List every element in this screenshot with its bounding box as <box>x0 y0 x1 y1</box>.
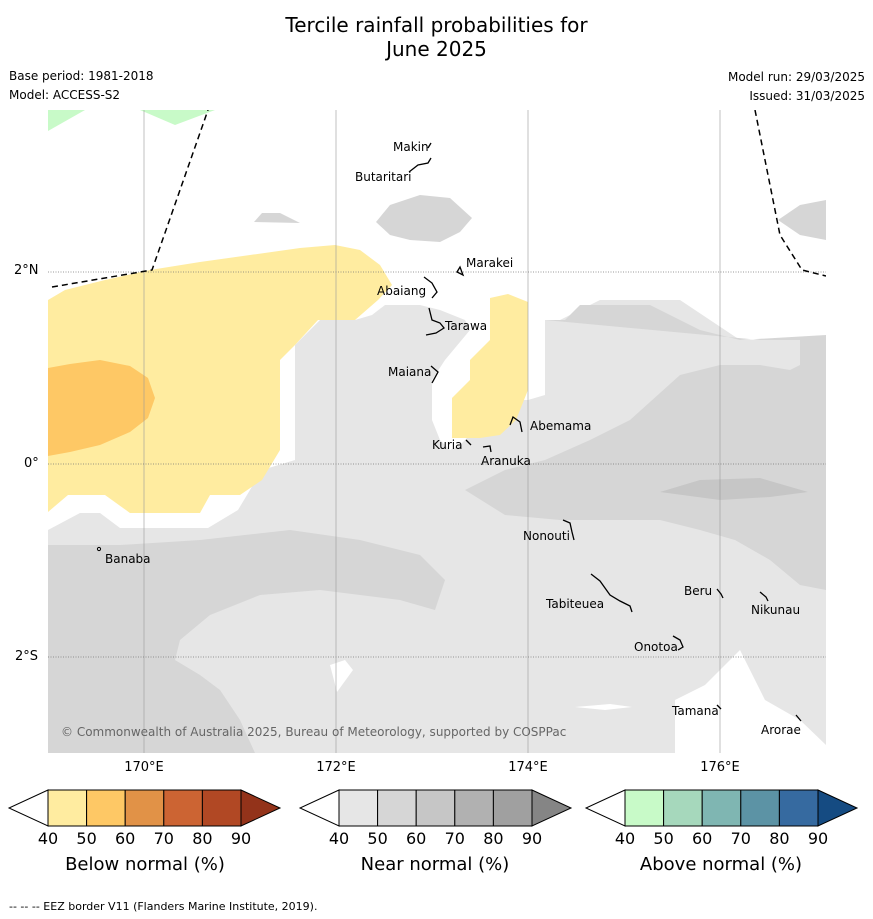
title-line-2: June 2025 <box>386 37 487 61</box>
makin-island <box>427 142 432 149</box>
cb-below-tick: 40 <box>37 829 59 848</box>
cb-below-tick: 90 <box>230 829 252 848</box>
island-label: Tabiteuea <box>545 597 604 611</box>
island-label: Butaritari <box>355 170 412 184</box>
island-label: Abaiang <box>377 284 426 298</box>
eez-border-east <box>754 110 826 277</box>
lon-label-176e: 176°E <box>700 760 740 775</box>
kuria-island <box>465 439 472 446</box>
near-normal-top-2 <box>254 213 300 223</box>
model-name: Model: ACCESS-S2 <box>9 88 121 102</box>
island-label: Makin <box>393 140 429 154</box>
island-label: Nonouti <box>523 529 570 543</box>
cb-below-tick: 60 <box>115 829 136 848</box>
below-normal-40 <box>48 245 392 513</box>
footer-note: -- -- -- EEZ border V11 (Flanders Marine… <box>9 900 318 913</box>
butaritari-island <box>408 157 432 173</box>
white-gap-4 <box>575 704 632 710</box>
white-gap-2 <box>675 650 826 753</box>
lat-label-0: 0° <box>24 456 39 471</box>
cb-above-tick: 60 <box>692 829 713 848</box>
near-normal-50-east <box>465 305 826 590</box>
cb-above-tick: 70 <box>730 829 751 848</box>
marakei-island <box>456 265 465 277</box>
island-labels: Makin Butaritari Marakei Abaiang Tarawa … <box>105 140 801 737</box>
colorbar-below <box>7 789 282 827</box>
nikunau-island <box>759 591 769 602</box>
island-label: Beru <box>684 584 712 598</box>
title-line-1: Tercile rainfall probabilities for <box>285 13 588 37</box>
island-label: Marakei <box>466 256 513 270</box>
colorbar-label-below: Below normal (%) <box>65 854 225 875</box>
colorbar-above <box>584 789 859 827</box>
cb-above-tick: 80 <box>769 829 790 848</box>
aranuka-island <box>482 445 492 453</box>
nonouti-island <box>562 519 575 541</box>
island-label: Aranuka <box>481 454 531 468</box>
banaba-island <box>96 546 102 552</box>
cb-near-tick: 60 <box>406 829 427 848</box>
issued-date: Issued: 31/03/2025 <box>749 89 865 103</box>
arorae-island <box>795 714 802 722</box>
onotoa-island <box>672 635 684 651</box>
lat-label-2s: 2°S <box>15 649 39 664</box>
cb-below-tick: 80 <box>192 829 213 848</box>
below-normal-50 <box>48 360 155 456</box>
tabiteuea-island <box>590 573 633 613</box>
cb-above-tick: 50 <box>653 829 674 848</box>
island-label: Tamana <box>671 704 719 718</box>
cb-near-tick: 50 <box>367 829 388 848</box>
island-label: Banaba <box>105 552 151 566</box>
island-label: Onotoa <box>634 640 678 654</box>
lon-label-170e: 170°E <box>124 760 164 775</box>
abemama-island <box>509 415 523 433</box>
beru-island <box>716 588 724 599</box>
model-run: Model run: 29/03/2025 <box>727 70 865 84</box>
lon-label-172e: 172°E <box>316 760 356 775</box>
cb-above-tick: 40 <box>614 829 636 848</box>
cb-below-tick: 50 <box>76 829 97 848</box>
island-label: Arorae <box>761 723 801 737</box>
island-label: Maiana <box>388 365 431 379</box>
abaiang-island <box>423 276 438 299</box>
near-normal-50-west <box>48 530 445 753</box>
base-period: Base period: 1981-2018 <box>9 69 154 83</box>
eez-border-west <box>51 110 209 288</box>
island-label: Abemama <box>530 419 591 433</box>
tamana-island <box>716 704 722 710</box>
copyright: © Commonwealth of Australia 2025, Bureau… <box>61 725 566 739</box>
cb-near-tick: 40 <box>328 829 350 848</box>
above-normal-1 <box>48 110 85 131</box>
near-normal-top-3 <box>778 200 826 240</box>
near-normal-top <box>376 195 472 242</box>
below-normal-40-east <box>452 294 528 438</box>
cb-near-tick: 70 <box>444 829 465 848</box>
lat-label-2n: 2°N <box>14 263 39 278</box>
tarawa-island <box>425 307 445 336</box>
colorbar-label-near: Near normal (%) <box>360 854 510 875</box>
above-normal-2 <box>140 110 215 125</box>
cb-below-tick: 70 <box>153 829 174 848</box>
cb-near-tick: 90 <box>521 829 543 848</box>
maiana-island <box>430 365 439 384</box>
colorbar-label-above: Above normal (%) <box>639 854 803 875</box>
island-label: Tarawa <box>444 319 487 333</box>
near-normal-60-east <box>660 478 808 500</box>
lon-label-174e: 174°E <box>508 760 548 775</box>
island-label: Kuria <box>432 438 463 452</box>
island-label: Nikunau <box>751 603 800 617</box>
cb-above-tick: 90 <box>807 829 829 848</box>
colorbar-near <box>298 789 573 827</box>
cb-near-tick: 80 <box>483 829 504 848</box>
